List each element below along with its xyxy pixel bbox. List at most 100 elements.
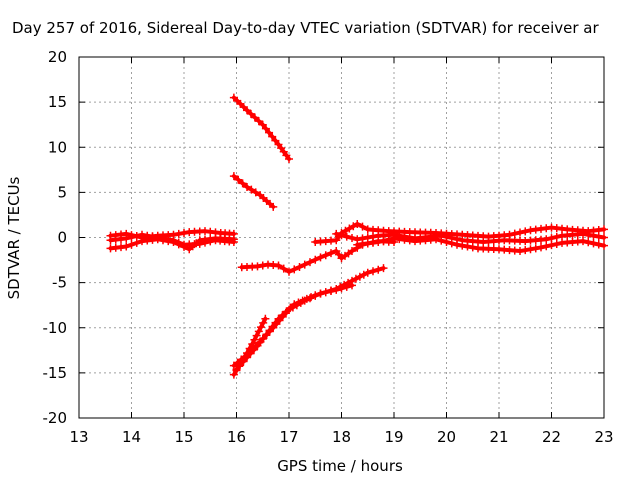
data-point [316, 289, 325, 298]
data-point [253, 262, 262, 271]
series-track-d-descending-high [229, 93, 293, 163]
data-point [261, 314, 270, 323]
data-point [250, 113, 259, 122]
data-point [510, 229, 519, 238]
data-point [243, 353, 251, 362]
chart-title: Day 257 of 2016, Sidereal Day-to-day VTE… [12, 19, 599, 37]
data-point [327, 249, 335, 258]
data-point [321, 251, 330, 260]
data-point [236, 361, 244, 370]
data-point [311, 291, 320, 300]
data-point [584, 238, 593, 247]
x-tick-label: 13 [69, 428, 88, 446]
data-point [521, 227, 530, 236]
data-point [379, 236, 388, 245]
y-tick-label: -15 [43, 364, 68, 382]
data-point [458, 241, 467, 250]
data-point [258, 261, 267, 270]
data-point [447, 239, 456, 248]
data-point [238, 179, 247, 188]
data-point [234, 175, 243, 184]
data-point [148, 232, 157, 241]
data-point [321, 288, 330, 297]
data-point [531, 244, 540, 253]
y-axis-label: SDTVAR / TECUs [5, 176, 23, 300]
data-point [600, 241, 608, 250]
data-point [254, 117, 263, 126]
data-point [159, 234, 167, 243]
data-point [251, 188, 260, 197]
data-point [589, 231, 598, 240]
data-point [153, 233, 162, 242]
x-tick-label: 19 [384, 428, 403, 446]
x-tick-label: 21 [489, 428, 508, 446]
y-tick-label: 5 [57, 183, 67, 201]
data-point [363, 268, 372, 277]
x-tick-label: 15 [174, 428, 193, 446]
data-point [295, 262, 304, 271]
series-track-i-rising-long [232, 264, 388, 374]
data-point [552, 232, 561, 241]
data-point [316, 253, 325, 262]
data-point [195, 239, 204, 248]
data-point [201, 238, 209, 247]
data-point [547, 241, 556, 250]
x-tick-label: 16 [227, 428, 246, 446]
data-point [589, 239, 598, 248]
y-tick-label: 0 [57, 229, 67, 247]
data-point [521, 246, 530, 255]
data-point [594, 240, 603, 249]
data-point [229, 370, 238, 379]
data-point [250, 335, 259, 344]
data-point [206, 237, 215, 246]
data-point [132, 231, 141, 240]
data-point [247, 185, 256, 194]
series-track-e-descending-mid [229, 172, 278, 211]
data-point [302, 294, 311, 303]
data-point [526, 245, 535, 254]
series-line [239, 239, 396, 274]
data-point [239, 357, 248, 366]
data-point [516, 228, 524, 237]
data-point [327, 286, 335, 295]
data-point [311, 255, 320, 264]
data-point [337, 231, 346, 240]
data-point [127, 240, 136, 249]
data-point [138, 230, 146, 239]
data-point [279, 264, 288, 273]
data-point [290, 300, 299, 309]
data-point [257, 323, 265, 332]
data-point [259, 318, 268, 327]
data-point [374, 265, 383, 274]
data-point [294, 298, 303, 307]
data-point [542, 242, 551, 251]
y-tick-label: 10 [48, 138, 67, 156]
data-point [122, 234, 131, 243]
x-axis-ticks: 13 14 15 16 17 18 19 20 21 22 23 [69, 57, 614, 446]
y-tick-label: -5 [52, 274, 67, 292]
data-point [437, 236, 446, 245]
y-axis-ticks: 20 15 10 5 0 -5 -10 -15 -20 [43, 48, 604, 427]
data-point [379, 264, 388, 273]
data-point [306, 258, 314, 267]
data-point [254, 327, 263, 336]
data-point [307, 293, 316, 302]
data-point [348, 247, 356, 256]
data-point [547, 234, 556, 243]
data-point [600, 225, 608, 234]
data-point [537, 243, 545, 252]
series-track-j-late-upper [311, 219, 608, 247]
data-point [180, 228, 188, 237]
data-point [432, 235, 440, 244]
data-point [369, 267, 377, 276]
data-point [278, 311, 287, 320]
data-point [584, 230, 593, 239]
x-tick-label: 23 [594, 428, 613, 446]
data-point [285, 154, 293, 163]
series-track-c-early-middle [106, 230, 238, 249]
data-point [374, 238, 383, 247]
data-point [122, 242, 131, 251]
data-point [384, 235, 393, 244]
data-point [600, 233, 608, 242]
